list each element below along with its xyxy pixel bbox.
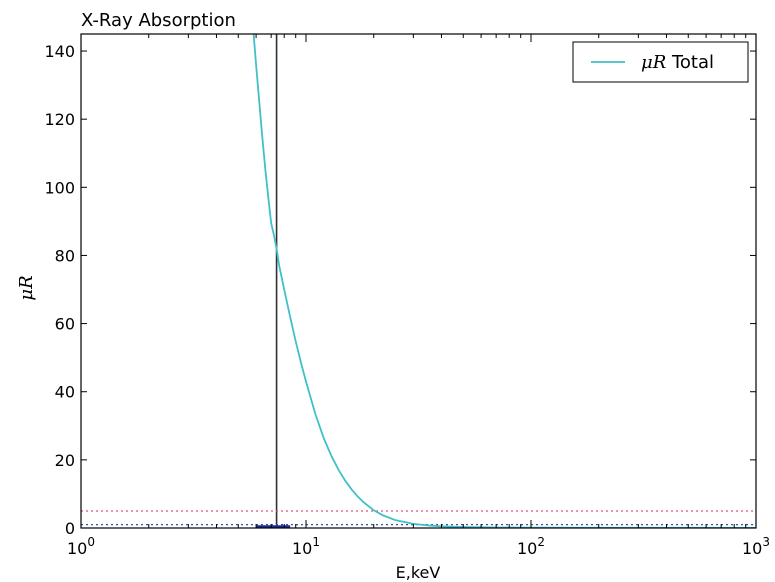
- y-tick-label: 40: [55, 383, 75, 402]
- x-tick-label: 101: [292, 535, 320, 558]
- y-tick-label: 60: [55, 315, 75, 334]
- legend: μR Total: [572, 41, 749, 83]
- y-tick-label: 140: [44, 42, 75, 61]
- series-line-total: [252, 34, 756, 528]
- y-tick-label: 100: [44, 178, 75, 197]
- x-axis-label: E,keV: [396, 563, 441, 582]
- data-layer: [81, 34, 756, 528]
- y-tick-label: 0: [65, 519, 75, 538]
- y-tick-label: 80: [55, 246, 75, 265]
- y-tick-label: 120: [44, 110, 75, 129]
- axes-frame: [80, 33, 757, 529]
- plot-area: 0 20 40 60 80 100 120 140 100 101 102 103 μR Total: [44, 33, 770, 558]
- y-axis-label: μR: [16, 275, 37, 300]
- legend-label-total: μR Total: [641, 52, 714, 73]
- chart-title: X-Ray Absorption: [81, 10, 236, 31]
- y-tick-label: 20: [55, 451, 75, 470]
- x-tick-label: 103: [742, 535, 770, 558]
- x-tick-label: 102: [517, 535, 545, 558]
- x-tick-label: 100: [67, 535, 95, 558]
